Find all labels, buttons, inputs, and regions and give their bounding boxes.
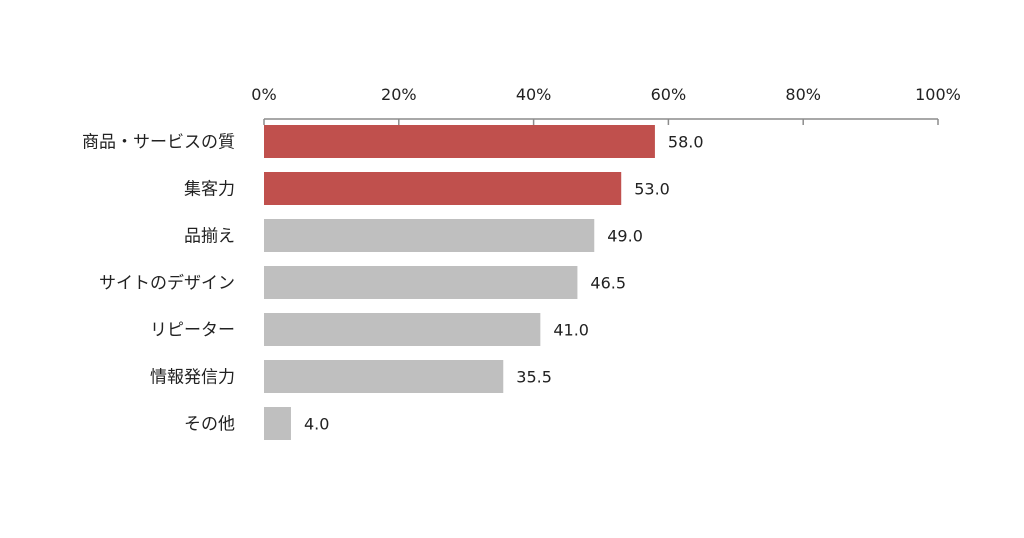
- bar: [264, 266, 578, 299]
- value-label: 41.0: [553, 321, 589, 340]
- x-tick-label: 60%: [651, 85, 687, 104]
- value-label: 49.0: [607, 227, 643, 246]
- value-label: 53.0: [634, 180, 670, 199]
- bar: [264, 407, 291, 440]
- x-tick-label: 0%: [251, 85, 276, 104]
- x-tick-label: 20%: [381, 85, 417, 104]
- x-tick-label: 80%: [785, 85, 821, 104]
- category-label: その他: [184, 415, 235, 435]
- bar: [264, 125, 655, 158]
- value-label: 4.0: [304, 415, 329, 434]
- bar: [264, 219, 595, 252]
- category-label: リピーター: [150, 321, 235, 341]
- bars: [264, 125, 655, 440]
- x-tick-label: 100%: [915, 85, 961, 104]
- value-label: 35.5: [516, 368, 552, 387]
- x-axis: 0% 20% 40% 60% 80% 100%: [251, 85, 961, 125]
- category-label: 品揃え: [184, 227, 235, 247]
- bar: [264, 360, 504, 393]
- category-label: 商品・サービスの質: [82, 133, 235, 153]
- bar: [264, 172, 622, 205]
- category-label: 集客力: [184, 180, 235, 200]
- x-tick-label: 40%: [516, 85, 552, 104]
- bar: [264, 313, 541, 346]
- category-label: サイトのデザイン: [99, 273, 235, 294]
- labels: 商品・サービスの質 58.0 集客力 53.0 品揃え 49.0 サイトのデザイン 46.5 リ…: [82, 133, 704, 435]
- value-label: 46.5: [590, 274, 626, 293]
- value-label: 58.0: [668, 133, 704, 152]
- category-label: 情報発信力: [150, 368, 235, 388]
